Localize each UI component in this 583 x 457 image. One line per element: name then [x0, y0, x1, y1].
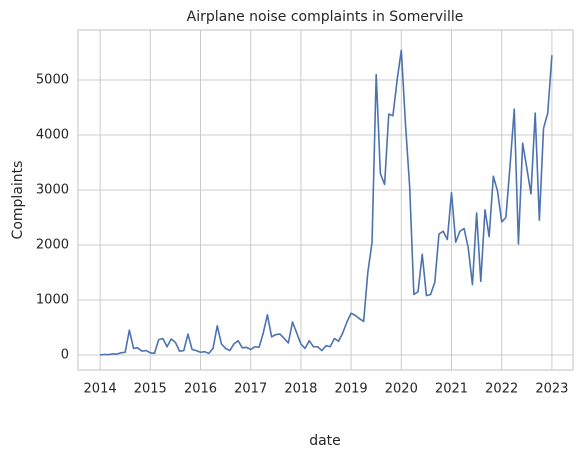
y-tick-label: 2000: [36, 237, 69, 252]
y-tick-label: 5000: [36, 72, 69, 87]
x-tick-label: 2021: [435, 382, 468, 397]
x-axis-label: date: [309, 433, 341, 449]
y-tick-label: 0: [61, 347, 69, 362]
y-tick-label: 4000: [36, 127, 69, 142]
y-tick-label: 1000: [36, 292, 69, 307]
x-tick-label: 2019: [335, 382, 368, 397]
plot-frame: [77, 29, 574, 371]
x-tick-label: 2020: [385, 382, 418, 397]
x-tick-label: 2014: [84, 382, 117, 397]
data-line: [99, 49, 553, 356]
y-tick-label: 3000: [36, 182, 69, 197]
x-tick-label: 2023: [535, 382, 568, 397]
x-tick-label: 2018: [284, 382, 317, 397]
y-axis-label: Complaints: [10, 161, 26, 240]
x-tick-label: 2015: [134, 382, 167, 397]
x-tick-label: 2022: [485, 382, 518, 397]
x-tick-label: 2017: [234, 382, 267, 397]
x-tick-label: 2016: [184, 382, 217, 397]
chart-title: Airplane noise complaints in Somerville: [187, 9, 464, 25]
